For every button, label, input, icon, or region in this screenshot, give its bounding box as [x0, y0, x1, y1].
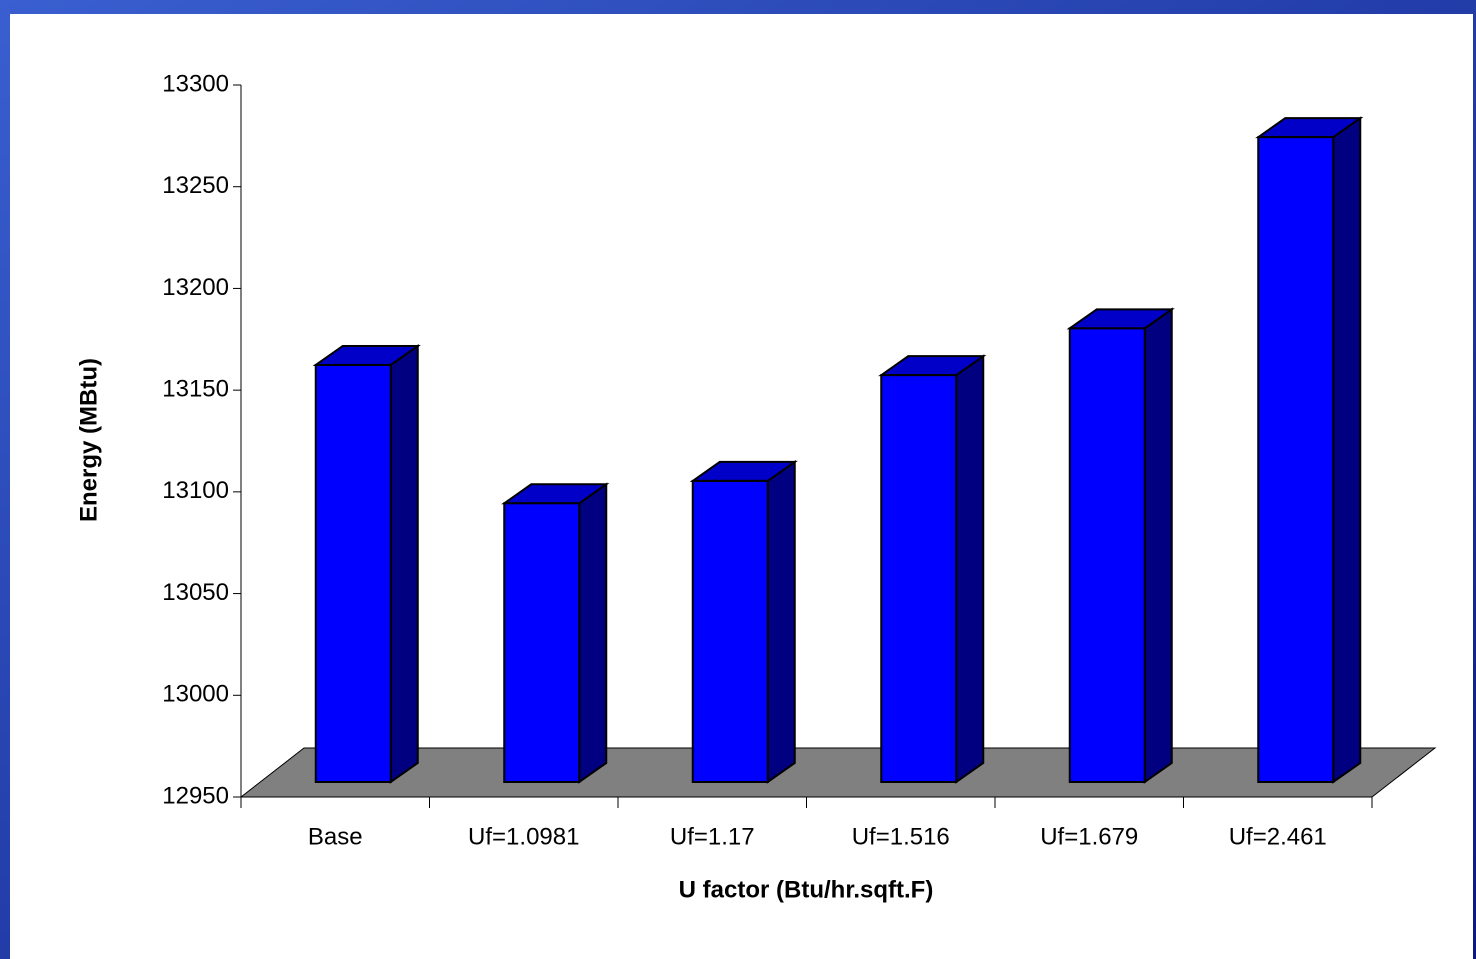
bar-side	[578, 482, 608, 784]
x-axis-title: U factor (Btu/hr.sqft.F)	[679, 876, 934, 903]
x-tick-label: Uf=2.461	[1229, 823, 1327, 850]
x-tick-label: Uf=1.0981	[468, 823, 579, 850]
plot: 12950 13000 13050 13100 13150 13200 13250 13300…	[162, 70, 1437, 850]
x-tick-label: Uf=1.516	[852, 823, 950, 850]
bar	[503, 502, 581, 783]
y-tick-label: 12950	[162, 782, 229, 809]
bar-side	[955, 354, 985, 784]
bar	[314, 363, 392, 783]
y-axis-title: Energy (MBtu)	[75, 358, 102, 522]
floor	[239, 747, 1437, 798]
y-tick-label: 13100	[162, 477, 229, 504]
bar	[880, 374, 958, 783]
y-tick-label: 13050	[162, 579, 229, 606]
bar-side	[1143, 307, 1173, 784]
y-tick-label: 13200	[162, 274, 229, 301]
bar	[691, 479, 769, 783]
y-tick-label: 13150	[162, 375, 229, 402]
bar	[1257, 136, 1335, 784]
bar	[1068, 327, 1146, 783]
y-tick-label: 13250	[162, 172, 229, 199]
bar-side	[389, 344, 419, 784]
y-tick-label: 13300	[162, 70, 229, 97]
bar-side	[766, 459, 796, 784]
y-tick-label: 13000	[162, 681, 229, 708]
x-tick-label: Base	[308, 823, 363, 850]
x-tick-label: Uf=1.17	[670, 823, 755, 850]
bar-side	[1332, 116, 1362, 784]
x-tick-label: Uf=1.679	[1040, 823, 1138, 850]
